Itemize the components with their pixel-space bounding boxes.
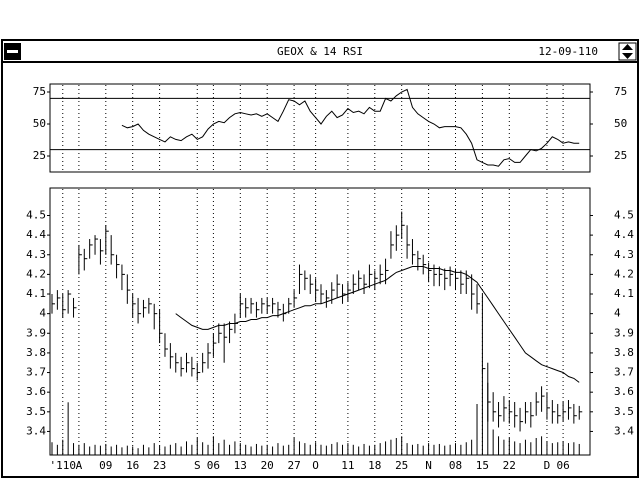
price-panel <box>49 187 591 456</box>
x-tick-label: 13 <box>234 459 247 472</box>
x-tick-label: 16 <box>126 459 139 472</box>
y-tick-label-right: 3.7 <box>614 366 634 379</box>
x-tick-label: 20 <box>261 459 274 472</box>
y-tick-label: 3.7 <box>26 366 46 379</box>
y-tick-label: 4.1 <box>26 287 46 300</box>
x-tick-label: D <box>544 459 551 472</box>
x-tick-label: 18 <box>368 459 381 472</box>
y-tick-label-right: 25 <box>614 149 627 162</box>
y-tick-label: 3.6 <box>26 385 46 398</box>
window-date: 12-09-110 <box>538 45 598 58</box>
y-tick-label: 4.4 <box>26 228 46 241</box>
x-tick-label: 23 <box>153 459 166 472</box>
y-tick-label-right: 3.6 <box>614 385 634 398</box>
y-tick-label: 75 <box>33 85 46 98</box>
moving-average <box>175 266 580 383</box>
y-tick-label: 25 <box>33 149 46 162</box>
x-tick-label: 06 <box>207 459 220 472</box>
x-tick-label: 27 <box>287 459 300 472</box>
y-tick-label: 50 <box>33 117 46 130</box>
y-tick-label: 4.3 <box>26 248 46 261</box>
y-tick-label: 4.2 <box>26 267 46 280</box>
x-tick-label: 06 <box>556 459 569 472</box>
x-tick-label: N <box>425 459 432 472</box>
x-tick-label: '110 <box>50 459 77 472</box>
rsi-panel <box>49 83 591 173</box>
x-tick-label: A <box>76 459 83 472</box>
x-tick-label: 11 <box>341 459 354 472</box>
y-tick-label-right: 4.4 <box>614 228 634 241</box>
y-tick-label-right: 3.9 <box>614 326 634 339</box>
y-tick-label-right: 75 <box>614 85 627 98</box>
close-box-dash <box>7 50 18 53</box>
y-tick-label: 3.9 <box>26 326 46 339</box>
y-tick-label: 4 <box>39 307 46 320</box>
x-tick-label: 25 <box>395 459 408 472</box>
y-tick-label-right: 4.2 <box>614 267 634 280</box>
y-tick-label-right: 4.5 <box>614 208 634 221</box>
rsi-line <box>121 88 580 167</box>
y-tick-label-right: 3.8 <box>614 346 634 359</box>
x-tick-label: 09 <box>99 459 112 472</box>
window-frame <box>1 39 639 478</box>
x-tick-label: S <box>194 459 201 472</box>
y-tick-label-right: 3.5 <box>614 405 634 418</box>
y-tick-label-right: 50 <box>614 117 627 130</box>
y-tick-label: 3.5 <box>26 405 46 418</box>
resize-arrows <box>622 44 633 59</box>
x-tick-label: O <box>312 459 319 472</box>
resize-box[interactable] <box>618 42 637 61</box>
y-tick-label: 4.5 <box>26 208 46 221</box>
y-tick-label: 3.4 <box>26 424 46 437</box>
y-tick-label: 3.8 <box>26 346 46 359</box>
y-tick-label-right: 3.4 <box>614 424 634 437</box>
y-tick-label-right: 4.1 <box>614 287 634 300</box>
x-tick-label: 22 <box>503 459 516 472</box>
y-tick-label-right: 4 <box>614 307 621 320</box>
y-tick-label-right: 4.3 <box>614 248 634 261</box>
x-tick-label: 15 <box>476 459 489 472</box>
x-tick-label: 08 <box>449 459 462 472</box>
window-title: GEOX & 14 RSI <box>277 45 363 58</box>
